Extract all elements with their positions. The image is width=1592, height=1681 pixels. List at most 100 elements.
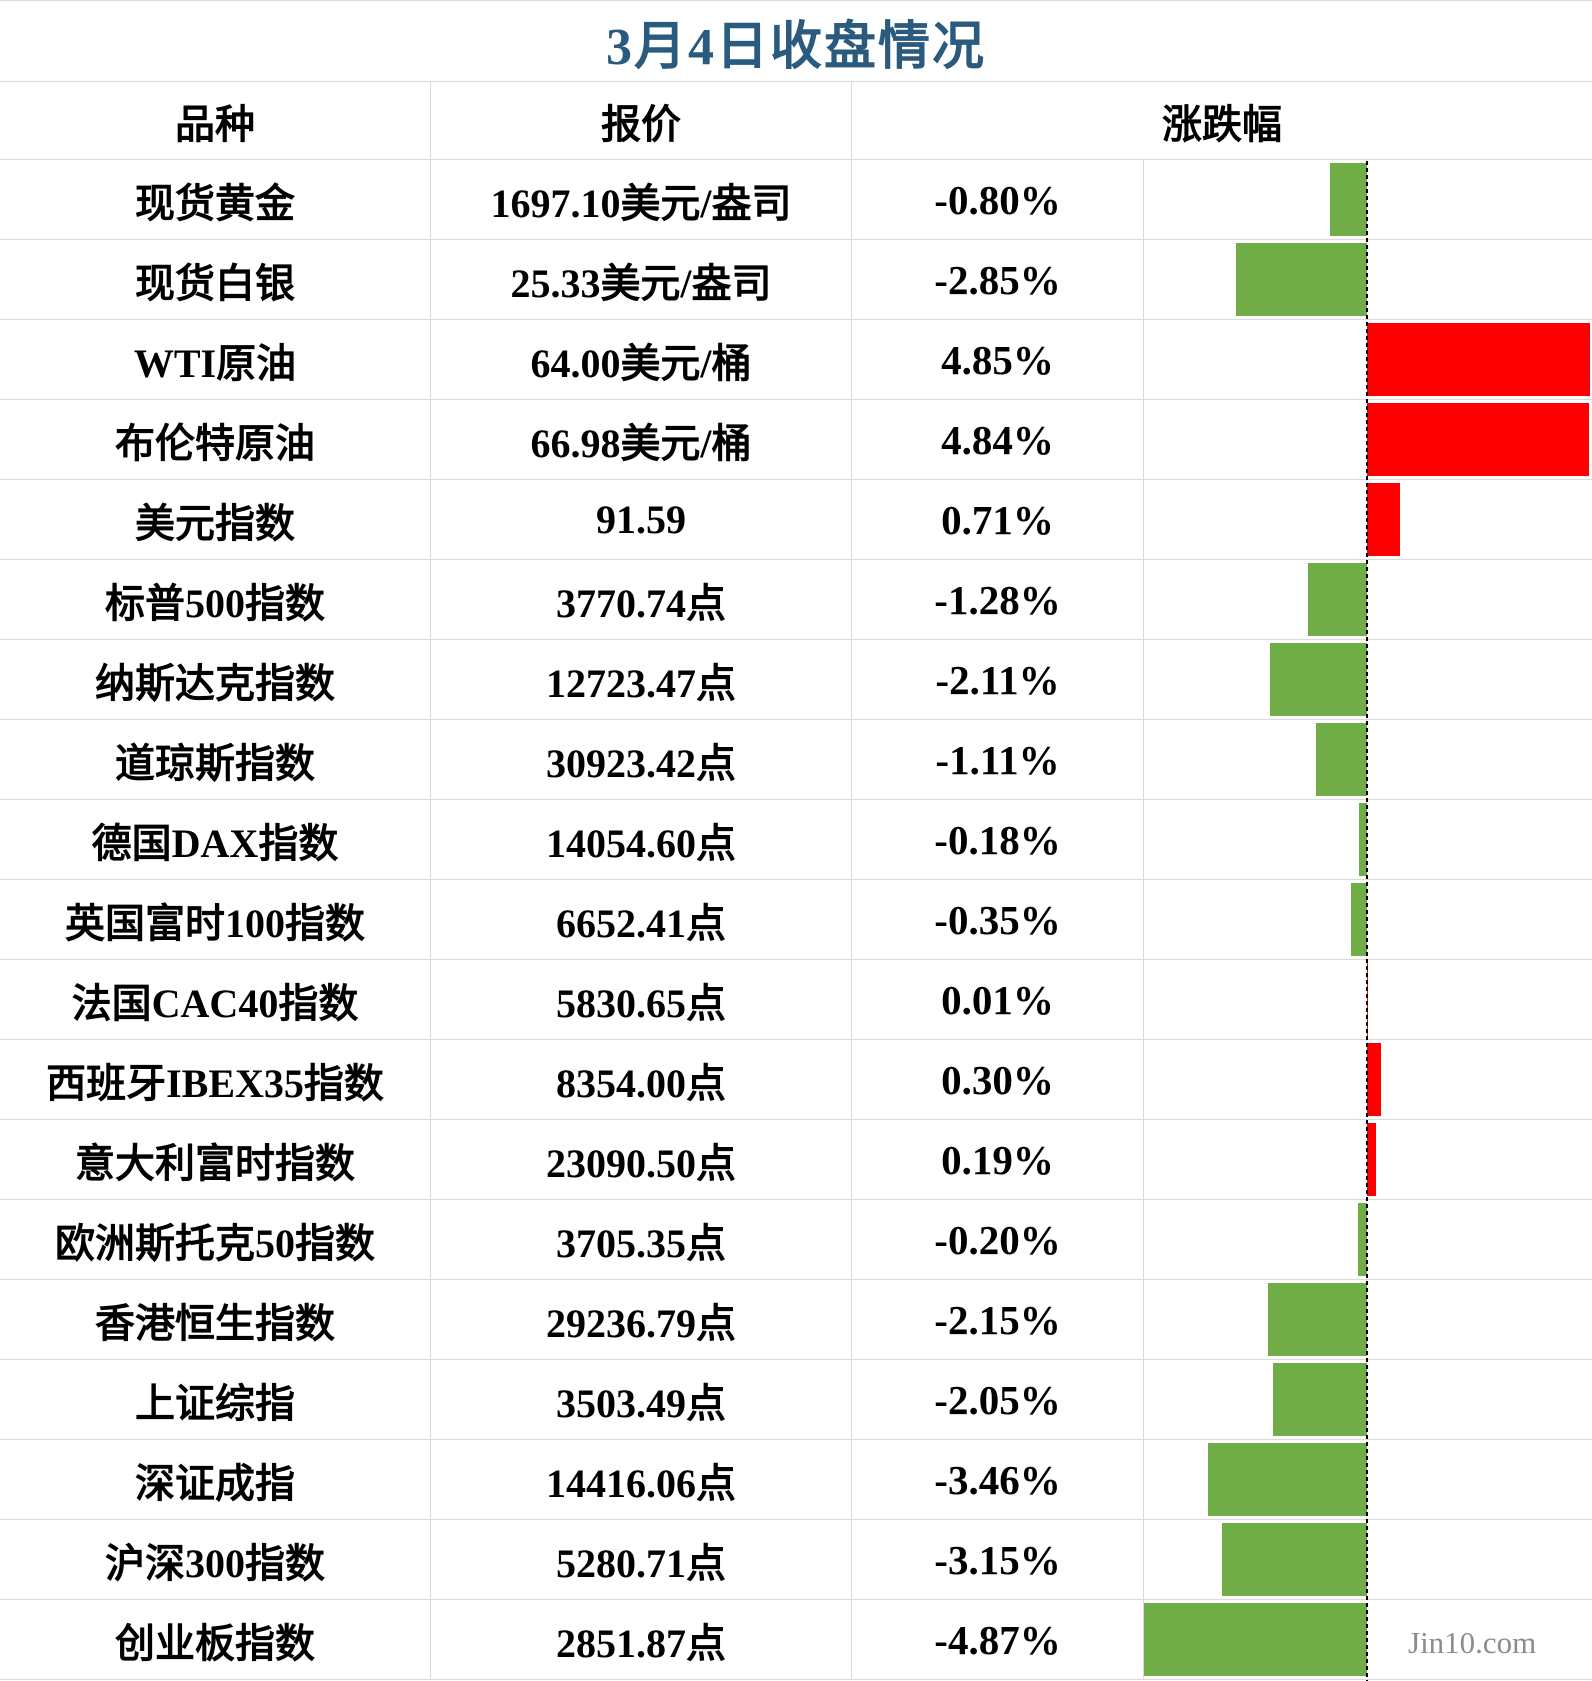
table-row: 德国DAX指数 14054.60点 -0.18% xyxy=(0,800,1592,880)
quote-value: 6652.41点 xyxy=(431,880,852,959)
table-row: 美元指数 91.59 0.71% xyxy=(0,480,1592,560)
change-bar xyxy=(1357,1203,1367,1276)
instrument-name: 美元指数 xyxy=(0,480,431,559)
table-row: 法国CAC40指数 5830.65点 0.01% xyxy=(0,960,1592,1040)
instrument-name: 现货白银 xyxy=(0,240,431,319)
table-row: 道琼斯指数 30923.42点 -1.11% xyxy=(0,720,1592,800)
change-value: -3.46% xyxy=(852,1440,1144,1519)
quote-value: 29236.79点 xyxy=(431,1280,852,1359)
header-change: 涨跌幅 xyxy=(1162,101,1282,147)
change-value: 0.30% xyxy=(852,1040,1144,1119)
change-value: 4.84% xyxy=(852,400,1144,479)
change-value: -0.18% xyxy=(852,800,1144,879)
instrument-name: 德国DAX指数 xyxy=(0,800,431,879)
table-row: 意大利富时指数 23090.50点 0.19% xyxy=(0,1120,1592,1200)
change-value: 4.85% xyxy=(852,320,1144,399)
change-value: 0.01% xyxy=(852,960,1144,1039)
change-bar xyxy=(1308,563,1367,636)
change-bar xyxy=(1358,803,1367,876)
instrument-name: 沪深300指数 xyxy=(0,1520,431,1599)
quote-value: 23090.50点 xyxy=(431,1120,852,1199)
change-bar-cell xyxy=(1144,240,1592,319)
change-bar-cell xyxy=(1144,160,1592,239)
change-bar-cell xyxy=(1144,720,1592,799)
header-variety: 品种 xyxy=(0,82,431,159)
change-bar xyxy=(1316,723,1367,796)
change-bar xyxy=(1270,643,1367,716)
quote-value: 66.98美元/桶 xyxy=(431,400,852,479)
table-row: 英国富时100指数 6652.41点 -0.35% xyxy=(0,880,1592,960)
table-row: 欧洲斯托克50指数 3705.35点 -0.20% xyxy=(0,1200,1592,1280)
table-body: 现货黄金 1697.10美元/盎司 -0.80% 现货白银 25.33美元/盎司… xyxy=(0,160,1592,1680)
quote-value: 3503.49点 xyxy=(431,1360,852,1439)
change-bar-cell xyxy=(1144,1600,1592,1679)
instrument-name: 意大利富时指数 xyxy=(0,1120,431,1199)
table-row: WTI原油 64.00美元/桶 4.85% xyxy=(0,320,1592,400)
change-value: -0.80% xyxy=(852,160,1144,239)
change-bar xyxy=(1236,243,1367,316)
quote-value: 3705.35点 xyxy=(431,1200,852,1279)
quote-value: 8354.00点 xyxy=(431,1040,852,1119)
table-row: 香港恒生指数 29236.79点 -2.15% xyxy=(0,1280,1592,1360)
instrument-name: 西班牙IBEX35指数 xyxy=(0,1040,431,1119)
change-bar xyxy=(1367,483,1400,556)
table-row: 现货黄金 1697.10美元/盎司 -0.80% xyxy=(0,160,1592,240)
table-row: 西班牙IBEX35指数 8354.00点 0.30% xyxy=(0,1040,1592,1120)
quote-value: 64.00美元/桶 xyxy=(431,320,852,399)
instrument-name: 道琼斯指数 xyxy=(0,720,431,799)
change-bar-cell xyxy=(1144,640,1592,719)
change-bar xyxy=(1367,403,1590,476)
change-bar xyxy=(1208,1443,1367,1516)
change-bar xyxy=(1367,1123,1376,1196)
change-bar-cell xyxy=(1144,1520,1592,1599)
instrument-name: 上证综指 xyxy=(0,1360,431,1439)
change-value: -2.05% xyxy=(852,1360,1144,1439)
instrument-name: 深证成指 xyxy=(0,1440,431,1519)
instrument-name: 布伦特原油 xyxy=(0,400,431,479)
table-row: 沪深300指数 5280.71点 -3.15% xyxy=(0,1520,1592,1600)
quote-value: 5830.65点 xyxy=(431,960,852,1039)
change-bar-cell xyxy=(1144,400,1592,479)
change-bar-cell xyxy=(1144,880,1592,959)
change-bar-cell xyxy=(1144,800,1592,879)
instrument-name: 法国CAC40指数 xyxy=(0,960,431,1039)
change-bar-cell xyxy=(1144,1040,1592,1119)
quote-value: 91.59 xyxy=(431,480,852,559)
quote-value: 30923.42点 xyxy=(431,720,852,799)
quote-value: 1697.10美元/盎司 xyxy=(431,160,852,239)
change-bar-cell xyxy=(1144,1360,1592,1439)
table-row: 创业板指数 2851.87点 -4.87% xyxy=(0,1600,1592,1680)
header-quote: 报价 xyxy=(431,82,852,159)
change-value: -1.28% xyxy=(852,560,1144,639)
table-row: 纳斯达克指数 12723.47点 -2.11% xyxy=(0,640,1592,720)
quote-value: 25.33美元/盎司 xyxy=(431,240,852,319)
change-value: -1.11% xyxy=(852,720,1144,799)
change-bar xyxy=(1272,1363,1367,1436)
change-value: -2.85% xyxy=(852,240,1144,319)
change-bar xyxy=(1367,1043,1381,1116)
change-value: -4.87% xyxy=(852,1600,1144,1679)
change-bar xyxy=(1330,163,1367,236)
change-bar-cell xyxy=(1144,1440,1592,1519)
change-value: -2.11% xyxy=(852,640,1144,719)
change-value: -2.15% xyxy=(852,1280,1144,1359)
change-bar xyxy=(1222,1523,1367,1596)
quote-value: 3770.74点 xyxy=(431,560,852,639)
instrument-name: 标普500指数 xyxy=(0,560,431,639)
table-row: 深证成指 14416.06点 -3.46% xyxy=(0,1440,1592,1520)
change-bar-cell xyxy=(1144,1200,1592,1279)
instrument-name: WTI原油 xyxy=(0,320,431,399)
table-row: 上证综指 3503.49点 -2.05% xyxy=(0,1360,1592,1440)
change-bar-cell xyxy=(1144,480,1592,559)
table-header: 品种 报价 涨跌幅 xyxy=(0,82,1592,160)
quote-value: 12723.47点 xyxy=(431,640,852,719)
instrument-name: 现货黄金 xyxy=(0,160,431,239)
quote-value: 2851.87点 xyxy=(431,1600,852,1679)
quote-value: 5280.71点 xyxy=(431,1520,852,1599)
watermark: Jin10.com xyxy=(1408,1625,1537,1660)
change-bar xyxy=(1268,1283,1367,1356)
table-row: 标普500指数 3770.74点 -1.28% xyxy=(0,560,1592,640)
instrument-name: 欧洲斯托克50指数 xyxy=(0,1200,431,1279)
instrument-name: 创业板指数 xyxy=(0,1600,431,1679)
